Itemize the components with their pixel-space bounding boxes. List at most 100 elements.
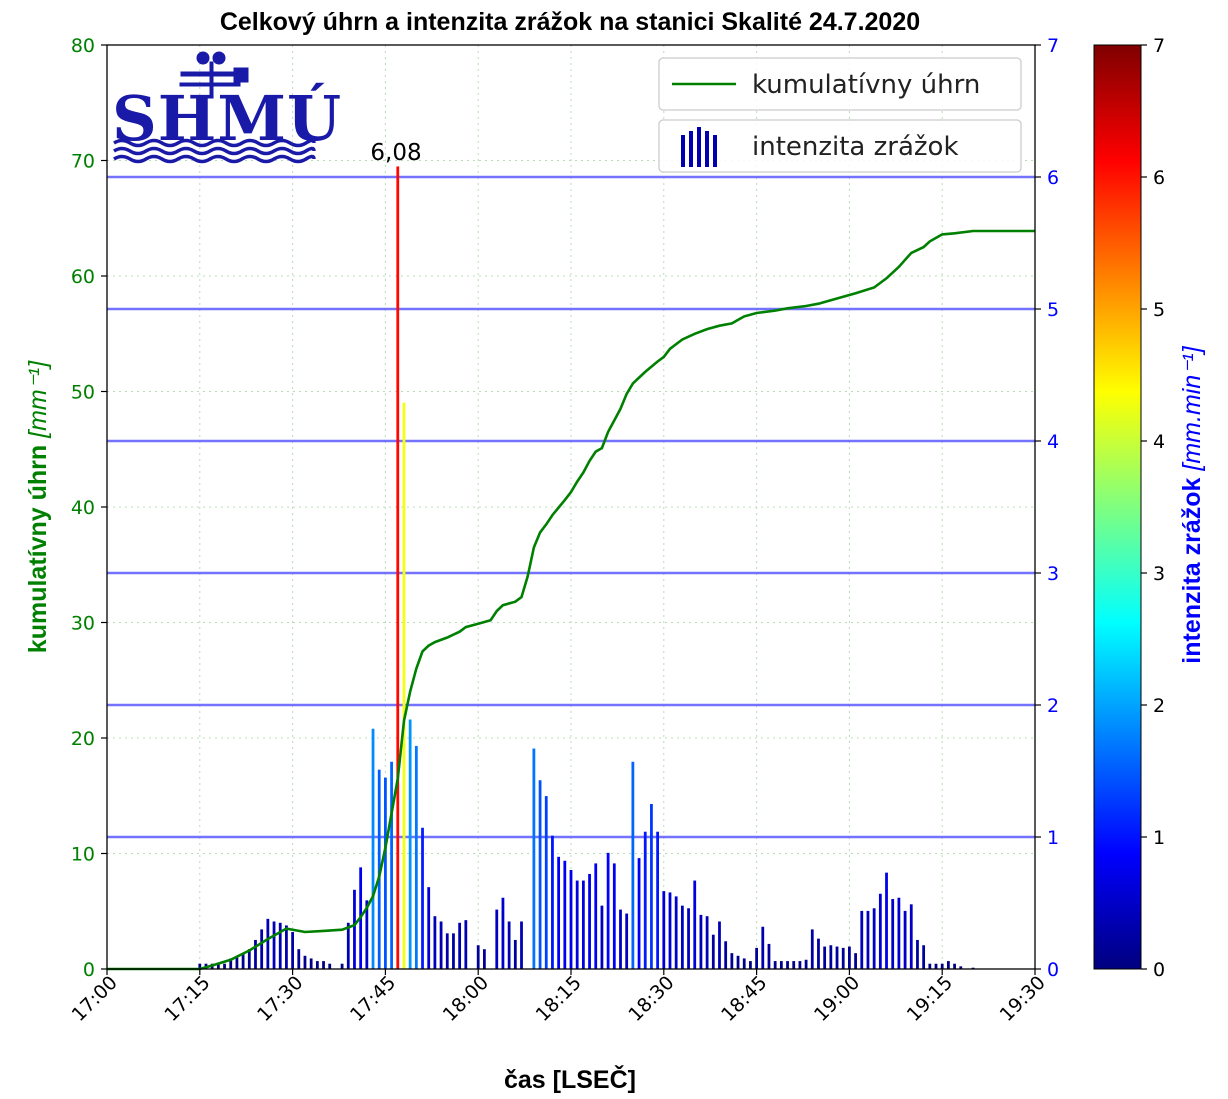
- x-tick-label: 17:45: [346, 972, 400, 1026]
- shmu-logo: SHMÚ: [112, 51, 341, 164]
- intensity-bar: [297, 949, 301, 969]
- x-tick-label: 19:15: [903, 972, 957, 1026]
- intensity-bar: [891, 899, 895, 969]
- intensity-bars: [198, 166, 975, 970]
- y-tick-label-left: 60: [71, 266, 95, 288]
- intensity-bar: [779, 961, 783, 969]
- intensity-bar: [810, 929, 814, 969]
- x-tick-label: 18:30: [624, 972, 678, 1026]
- intensity-bar: [377, 769, 381, 969]
- intensity-bar: [291, 932, 294, 969]
- intensity-bar: [421, 827, 424, 969]
- intensity-bar: [563, 860, 567, 969]
- intensity-bar: [260, 929, 264, 969]
- intensity-bar: [909, 904, 913, 969]
- y-axis-right-label-unit: [mm.min⁻¹]: [1178, 345, 1206, 471]
- colorbar-tick-label: 6: [1153, 167, 1165, 189]
- intensity-bar: [575, 880, 579, 969]
- intensity-bar: [532, 748, 536, 969]
- y-tick-label-left: 20: [71, 728, 95, 750]
- intensity-bar: [402, 402, 406, 970]
- intensity-bar: [520, 921, 523, 969]
- intensity-bar: [922, 945, 926, 969]
- intensity-bar: [817, 938, 820, 969]
- intensity-bar: [340, 963, 344, 969]
- intensity-bar: [365, 900, 369, 969]
- y-tick-label-right: 6: [1047, 167, 1059, 189]
- intensity-bar: [266, 918, 270, 969]
- intensity-bar: [687, 908, 690, 969]
- intensity-bar: [860, 910, 864, 969]
- intensity-bar: [705, 916, 709, 969]
- intensity-bar: [581, 880, 585, 969]
- intensity-bar: [272, 921, 276, 969]
- horizontal-lines: [107, 175, 1035, 839]
- intensity-bar: [427, 887, 431, 969]
- intensity-bar: [872, 908, 876, 969]
- colorbar: 0 1 2 3 4 5 6 7: [1093, 35, 1165, 981]
- intensity-bar: [786, 961, 789, 969]
- colorbar-tick-label: 4: [1153, 431, 1165, 453]
- y-tick-label-left: 10: [71, 844, 95, 866]
- intensity-bar: [625, 913, 629, 969]
- intensity-bar: [749, 961, 752, 969]
- y-axis-right: 0 1 2 3 4 5 6 7: [1035, 35, 1059, 981]
- peak-annotation: 6,08: [370, 140, 421, 166]
- y-tick-label-right: 7: [1047, 35, 1059, 57]
- intensity-bar: [384, 777, 387, 969]
- intensity-bar: [371, 728, 375, 969]
- legend-box-line: [658, 57, 1022, 111]
- intensity-bar: [823, 946, 827, 969]
- intensity-bar: [841, 947, 845, 969]
- intensity-bar: [396, 166, 400, 969]
- intensity-bar: [829, 945, 833, 969]
- intensity-bar: [897, 897, 901, 969]
- intensity-bar: [953, 963, 956, 969]
- colorbar-tick-label: 7: [1153, 35, 1165, 57]
- colorbar-tick-label: 3: [1153, 563, 1165, 585]
- y-axis-left-label-name: kumulatívny úhrn: [24, 445, 52, 653]
- y-axis-right-label-name: intenzita zrážok: [1178, 477, 1206, 663]
- grid: [106, 44, 1036, 970]
- intensity-bar: [452, 933, 455, 969]
- colorbar-tick-label: 1: [1153, 827, 1165, 849]
- intensity-bar: [600, 905, 604, 969]
- intensity-bar: [278, 922, 282, 969]
- intensity-bar: [631, 761, 635, 969]
- y-axis-left-label-unit: [mm⁻¹]: [24, 360, 52, 439]
- legend-label-cumulative: kumulatívny úhrn: [752, 70, 980, 100]
- intensity-bar: [668, 892, 672, 969]
- intensity-bar: [458, 922, 462, 969]
- intensity-bar: [798, 961, 802, 969]
- intensity-bar: [482, 949, 486, 969]
- intensity-bar: [433, 916, 437, 969]
- y-tick-label-left: 40: [71, 497, 95, 519]
- y-tick-label-right: 3: [1047, 563, 1059, 585]
- intensity-bar: [959, 966, 963, 969]
- intensity-bar: [674, 896, 678, 969]
- x-tick-label: 17:15: [160, 972, 214, 1026]
- intensity-bar: [792, 961, 796, 969]
- intensity-bar: [247, 949, 251, 969]
- intensity-bar: [878, 893, 882, 969]
- y-tick-label-right: 1: [1047, 827, 1059, 849]
- intensity-bar: [390, 761, 393, 969]
- intensity-bar: [439, 921, 443, 969]
- intensity-bar: [315, 961, 319, 969]
- colorbar-tick-label: 0: [1153, 959, 1165, 981]
- intensity-bar: [198, 963, 202, 969]
- intensity-bar: [241, 953, 245, 969]
- intensity-bar: [557, 856, 561, 969]
- intensity-bar: [903, 910, 907, 969]
- intensity-bar: [736, 955, 740, 969]
- y-tick-label-right: 5: [1047, 299, 1059, 321]
- intensity-bar: [835, 946, 839, 969]
- intensity-bar: [742, 958, 746, 969]
- intensity-bar: [866, 910, 870, 969]
- y-tick-label-left: 80: [71, 35, 95, 57]
- intensity-bar: [885, 872, 888, 969]
- legend-box-bars: [658, 119, 1022, 173]
- intensity-bar: [322, 961, 325, 969]
- intensity-bar: [507, 921, 511, 969]
- intensity-bar: [637, 858, 641, 969]
